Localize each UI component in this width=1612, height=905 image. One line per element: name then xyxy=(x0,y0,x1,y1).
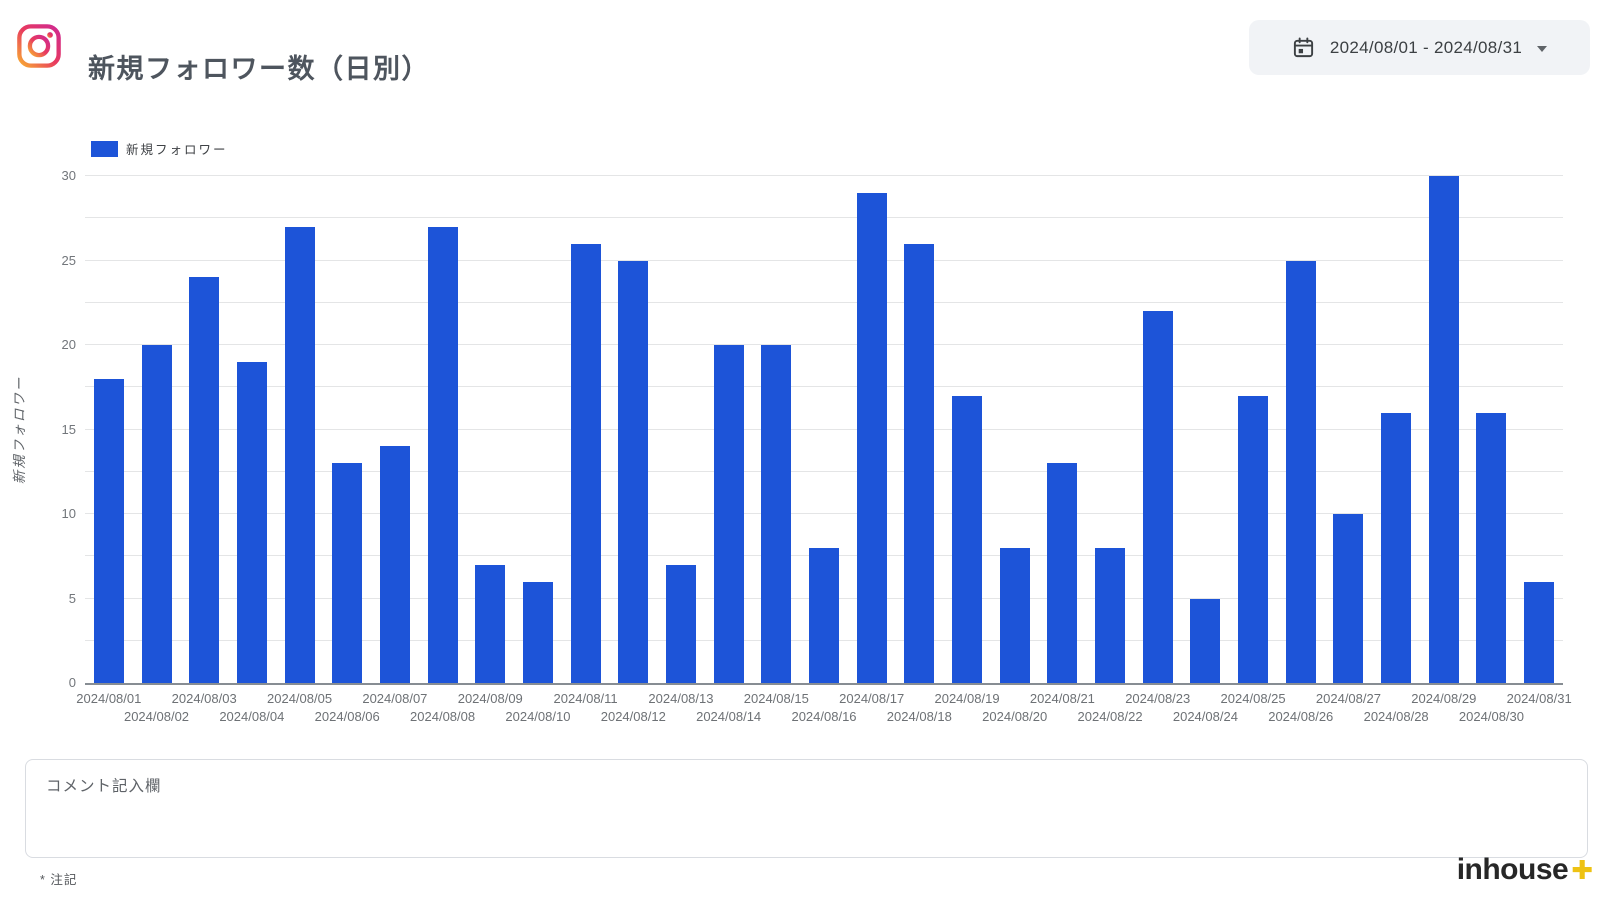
bar-2024/08/23[interactable] xyxy=(1142,311,1173,683)
x-tick-label: 2024/08/08 xyxy=(410,709,476,724)
bar-2024/08/21[interactable] xyxy=(1047,463,1078,683)
gridline xyxy=(85,428,1563,430)
bar-2024/08/15[interactable] xyxy=(761,345,792,683)
bar-2024/08/06[interactable] xyxy=(332,463,363,683)
bar-2024/08/11[interactable] xyxy=(570,243,601,683)
bar-2024/08/20[interactable] xyxy=(999,547,1030,683)
x-tick-label: 2024/08/22 xyxy=(1077,709,1143,724)
x-tick-label: 2024/08/06 xyxy=(314,709,380,724)
x-tick-label: 2024/08/31 xyxy=(1506,691,1572,706)
x-tick-label: 2024/08/15 xyxy=(743,691,809,706)
y-tick-label: 25 xyxy=(61,252,76,268)
x-tick-label: 2024/08/20 xyxy=(982,709,1048,724)
x-tick-label: 2024/08/25 xyxy=(1220,691,1286,706)
bar-2024/08/04[interactable] xyxy=(236,361,267,683)
x-tick-label: 2024/08/09 xyxy=(457,691,523,706)
plus-icon: ✚ xyxy=(1571,854,1593,885)
bar-2024/08/16[interactable] xyxy=(809,547,839,683)
x-tick-label: 2024/08/17 xyxy=(839,691,905,706)
y-tick-label: 30 xyxy=(61,168,76,183)
bar-2024/08/28[interactable] xyxy=(1381,412,1412,683)
brand-name: inhouse xyxy=(1456,853,1569,886)
bar-2024/08/07[interactable] xyxy=(379,446,410,683)
x-tick-label: 2024/08/12 xyxy=(600,709,666,724)
x-tick-label: 2024/08/30 xyxy=(1458,709,1525,724)
bar-2024/08/08[interactable] xyxy=(427,226,458,683)
x-tick-label: 2024/08/07 xyxy=(362,691,428,706)
plot-area xyxy=(85,175,1563,685)
gridline xyxy=(85,259,1563,261)
x-tick-label: 2024/08/26 xyxy=(1268,709,1334,724)
x-tick-label: 2024/08/05 xyxy=(267,691,333,706)
bar-2024/08/18[interactable] xyxy=(904,243,935,683)
y-tick-label: 5 xyxy=(68,590,76,606)
bar-2024/08/14[interactable] xyxy=(713,345,744,683)
x-tick-label: 2024/08/18 xyxy=(886,709,952,724)
chart-legend: 新規フォロワー xyxy=(91,139,228,158)
x-tick-label: 2024/08/16 xyxy=(791,709,857,724)
x-tick-label: 2024/08/29 xyxy=(1411,691,1477,706)
y-tick-label: 10 xyxy=(61,506,76,521)
bar-2024/08/09[interactable] xyxy=(475,564,506,683)
bar-2024/08/02[interactable] xyxy=(141,345,172,683)
bar-2024/08/29[interactable] xyxy=(1428,176,1459,683)
gridline xyxy=(85,513,1563,514)
instagram-icon xyxy=(17,24,61,68)
x-tick-label: 2024/08/10 xyxy=(505,709,571,724)
comment-input[interactable] xyxy=(25,759,1588,858)
bar-2024/08/12[interactable] xyxy=(618,260,649,683)
bar-2024/08/26[interactable] xyxy=(1285,260,1316,683)
x-tick-label: 2024/08/28 xyxy=(1363,709,1429,724)
x-tick-label: 2024/08/02 xyxy=(123,709,190,724)
x-tick-label: 2024/08/21 xyxy=(1029,691,1095,706)
bar-2024/08/31[interactable] xyxy=(1524,581,1555,683)
x-tick-label: 2024/08/14 xyxy=(696,709,762,724)
x-axis-labels: 2024/08/01 2024/08/02 2024/08/03 2024/08/04… xyxy=(76,683,1571,733)
footnote: * 注記 xyxy=(40,873,78,887)
x-tick-label: 2024/08/23 xyxy=(1125,691,1191,706)
gridline xyxy=(85,344,1563,345)
bar-2024/08/27[interactable] xyxy=(1333,514,1364,683)
y-tick-label: 20 xyxy=(61,337,76,352)
x-tick-label: 2024/08/19 xyxy=(934,691,1000,706)
x-tick-label: 2024/08/13 xyxy=(648,691,714,706)
bar-2024/08/19[interactable] xyxy=(952,395,983,683)
gridline xyxy=(85,217,1563,219)
inhouse-logo: inhouse ✚ xyxy=(1457,853,1593,887)
bar-2024/08/24[interactable] xyxy=(1190,598,1221,683)
y-tick-label: 0 xyxy=(68,675,76,690)
y-tick-label: 15 xyxy=(61,421,76,437)
bar-2024/08/13[interactable] xyxy=(665,564,696,683)
page-title: 新規フォロワー数（日別） xyxy=(88,54,430,85)
gridline xyxy=(85,470,1563,472)
bar-2024/08/22[interactable] xyxy=(1095,547,1126,683)
bar-2024/08/10[interactable] xyxy=(522,581,553,683)
chevron-down-icon xyxy=(1537,45,1548,52)
bar-2024/08/17[interactable] xyxy=(856,192,887,683)
gridline xyxy=(85,301,1563,303)
x-tick-label: 2024/08/01 xyxy=(76,691,142,706)
bar-2024/08/03[interactable] xyxy=(189,277,220,683)
x-tick-label: 2024/08/27 xyxy=(1315,691,1381,706)
x-tick-label: 2024/08/04 xyxy=(219,709,285,724)
gridline xyxy=(85,175,1563,176)
x-tick-label: 2024/08/11 xyxy=(553,691,618,706)
legend-swatch xyxy=(91,140,118,157)
bar-2024/08/25[interactable] xyxy=(1238,395,1269,683)
legend-label: 新規フォロワー xyxy=(126,143,228,157)
bar-2024/08/30[interactable] xyxy=(1476,412,1507,683)
date-range-picker[interactable]: 2024/08/01 - 2024/08/31 xyxy=(1249,20,1590,75)
x-tick-label: 2024/08/03 xyxy=(171,691,237,706)
gridline xyxy=(85,386,1563,388)
calendar-icon xyxy=(1293,37,1313,58)
bar-2024/08/01[interactable] xyxy=(93,378,124,683)
date-range-label: 2024/08/01 - 2024/08/31 xyxy=(1329,37,1523,57)
y-axis-ticks: 0 5 10 15 20 25 30 xyxy=(20,168,76,690)
x-tick-label: 2024/08/24 xyxy=(1172,709,1238,724)
bar-2024/08/05[interactable] xyxy=(284,226,315,683)
